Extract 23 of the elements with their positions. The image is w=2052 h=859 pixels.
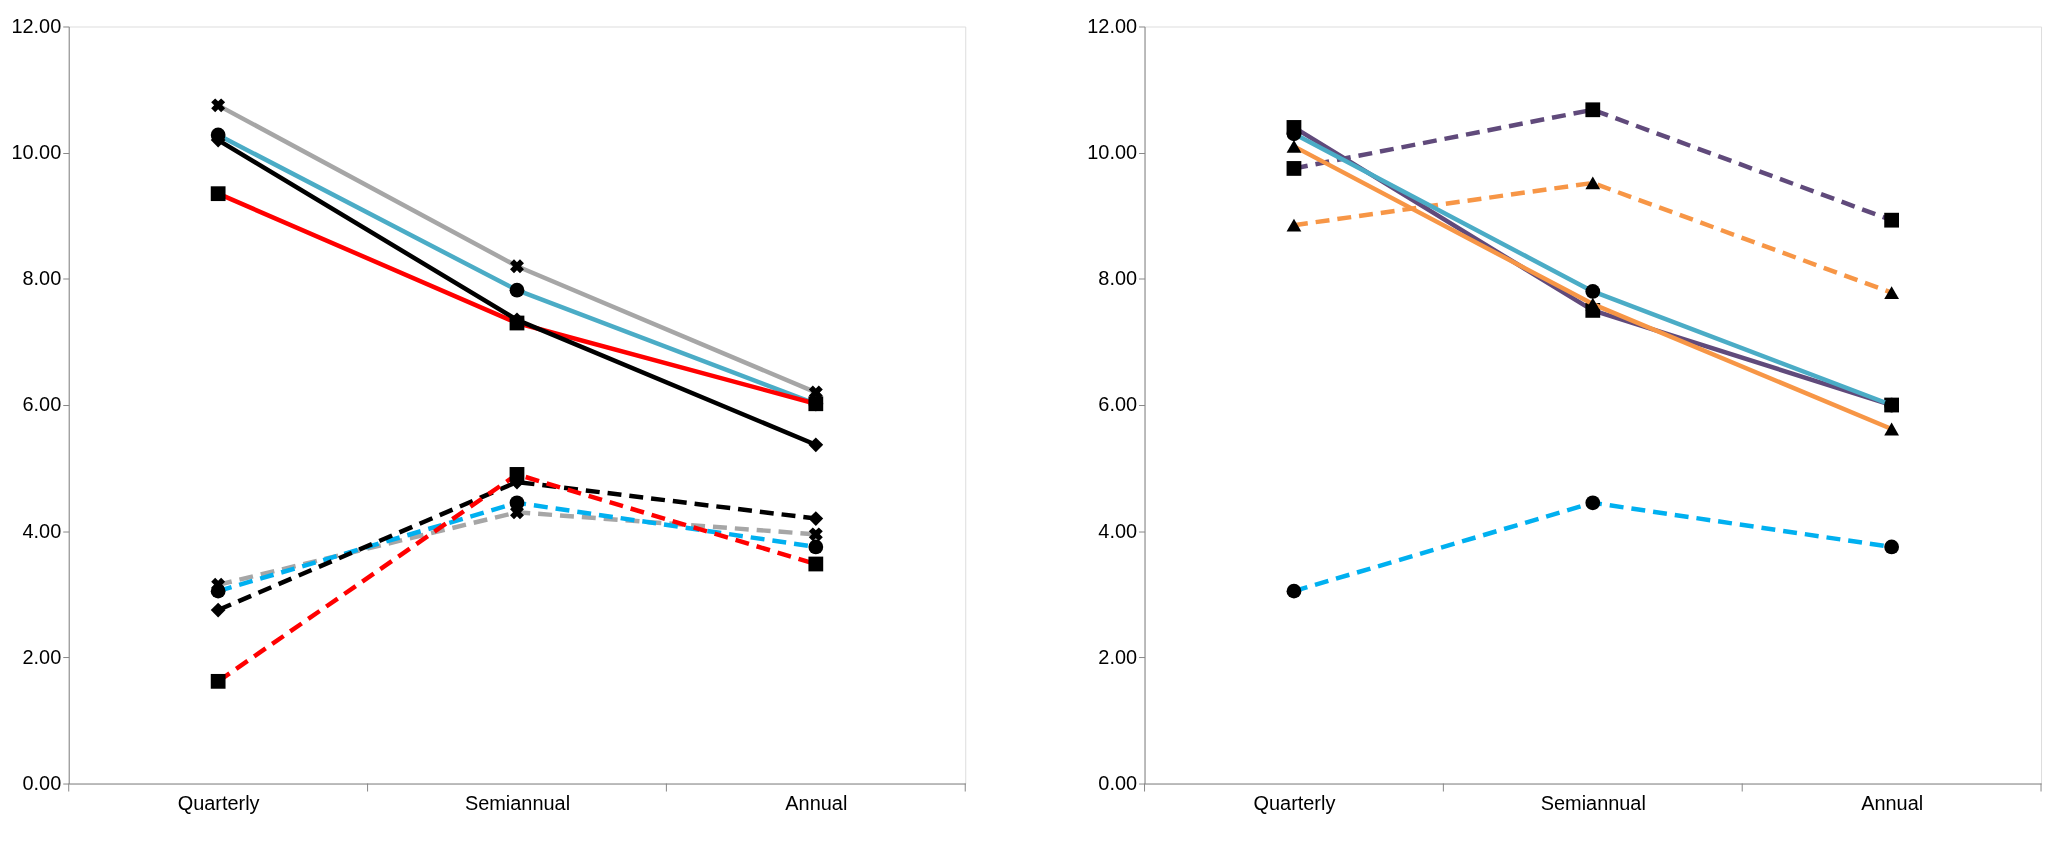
- x-tick-label: Semiannual: [1540, 791, 1646, 814]
- y-tick-label: 4.00: [1098, 519, 1138, 542]
- y-tick-label: 12.00: [11, 14, 62, 37]
- x-tick-label: Quarterly: [1253, 791, 1336, 814]
- y-tick-label: 4.00: [22, 519, 62, 542]
- point: [808, 511, 824, 526]
- y-tick-label: 8.00: [1098, 267, 1138, 290]
- y-tick-label: 10.00: [1087, 141, 1138, 164]
- y-tick-label: 10.00: [11, 141, 62, 164]
- y-tick-label: 0.00: [1098, 772, 1138, 795]
- y-tick-label: 6.00: [22, 393, 62, 416]
- point: [808, 437, 824, 453]
- x-tick-label: Semiannual: [464, 791, 571, 814]
- point: [210, 602, 226, 618]
- x-tick-label: Annual: [785, 791, 848, 814]
- y-tick-label: 8.00: [22, 267, 62, 290]
- y-tick-label: 2.00: [1098, 645, 1138, 668]
- y-tick-label: 2.00: [22, 645, 62, 668]
- x-tick-label: Quarterly: [177, 791, 260, 814]
- y-tick-label: 6.00: [1098, 393, 1138, 416]
- x-tick-label: Annual: [1861, 791, 1924, 814]
- y-tick-label: 12.00: [1087, 14, 1138, 37]
- y-tick-label: 0.00: [22, 772, 62, 795]
